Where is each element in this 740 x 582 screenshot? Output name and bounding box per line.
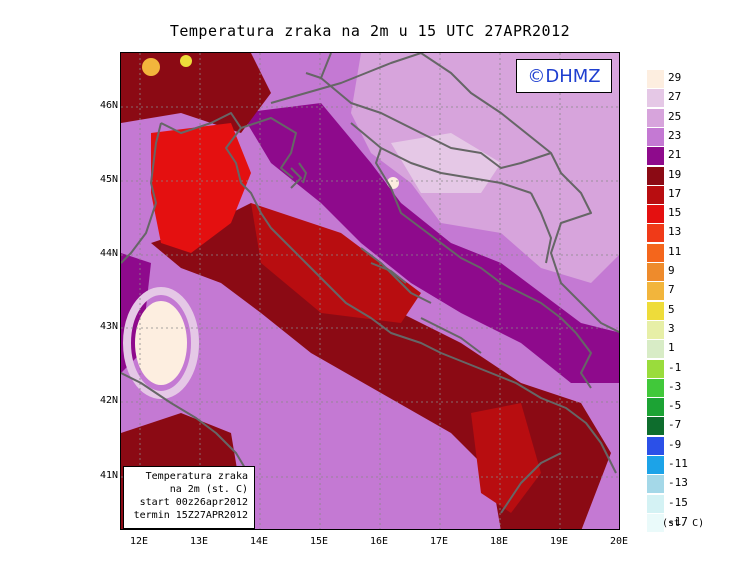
lon-label: 12E — [129, 536, 149, 547]
info-box: Temperatura zraka na 2m (st. C) start 00… — [123, 466, 255, 529]
legend-label: 3 — [668, 321, 675, 335]
legend-label: -5 — [668, 399, 682, 413]
legend-swatch — [647, 108, 664, 127]
legend-label: 17 — [668, 186, 682, 200]
lat-label: 41N — [99, 470, 118, 481]
field-zone-north-italy — [121, 53, 271, 133]
legend-swatch — [647, 513, 664, 532]
country-borders — [270, 53, 619, 389]
legend-swatch — [647, 301, 664, 320]
legend-label: -13 — [668, 476, 688, 490]
legend-label: 11 — [668, 244, 682, 258]
field-zone-central-italy — [135, 301, 187, 385]
field-zone-mid-adriatic — [251, 203, 421, 323]
temperature-map: ©DHMZ Temperatura zraka na 2m (st. C) st… — [120, 52, 620, 530]
field-zone-alpine-spot-2 — [180, 55, 192, 67]
lon-label: 15E — [309, 536, 329, 547]
legend-swatch — [647, 89, 664, 108]
legend-swatch — [647, 205, 664, 224]
field-zone-coastal-dinaric — [241, 103, 619, 383]
legend-swatch — [647, 127, 664, 146]
info-line-3: start 00z26apr2012 — [139, 497, 248, 508]
map-title: Temperatura zraka na 2m u 15 UTC 27APR20… — [169, 22, 571, 40]
legend-label: 9 — [668, 264, 675, 277]
legend-swatch — [647, 475, 664, 494]
lon-label: 19E — [549, 536, 569, 547]
legend-swatch — [647, 185, 664, 204]
legend-label: 19 — [668, 167, 682, 181]
legend-units: (st. C) — [662, 518, 705, 529]
lat-label: 44N — [99, 248, 118, 259]
lon-label: 18E — [489, 536, 509, 547]
lat-label: 45N — [99, 174, 118, 185]
legend-swatch — [647, 320, 664, 339]
legend-label: -7 — [668, 418, 682, 432]
lon-label: 13E — [189, 536, 209, 547]
lat-label: 46N — [99, 100, 118, 111]
legend-swatch — [647, 166, 664, 185]
legend-label: -15 — [668, 495, 688, 509]
legend-label: 15 — [668, 206, 682, 220]
lon-label: 20E — [609, 536, 629, 547]
legend-swatch — [647, 359, 664, 378]
legend-label: 1 — [668, 341, 675, 355]
legend-label: -9 — [668, 437, 682, 451]
legend-swatch — [647, 417, 664, 436]
legend-swatch — [647, 243, 664, 262]
info-line-4: termin 15Z27APR2012 — [133, 510, 248, 521]
legend-swatch — [647, 494, 664, 513]
coastlines — [121, 112, 617, 514]
legend-swatch — [647, 70, 664, 88]
legend-label: 5 — [668, 302, 675, 316]
info-line-1: Temperatura zraka — [145, 471, 248, 482]
field-zone-south-adriatic — [471, 403, 541, 513]
legend-label: -17 — [668, 514, 688, 528]
legend-swatch — [647, 340, 664, 359]
copyright-label: ©DHMZ — [516, 59, 612, 93]
legend-label: 27 — [668, 90, 682, 104]
legend-label: 23 — [668, 128, 682, 142]
legend-label: 29 — [668, 71, 682, 84]
legend-swatch — [647, 456, 664, 474]
field-zone-north-adriatic — [151, 123, 251, 253]
field-zone-alpine-spot — [142, 58, 160, 76]
legend-label: -1 — [668, 360, 682, 374]
lat-label: 43N — [99, 321, 118, 332]
legend-label: -11 — [668, 457, 688, 470]
info-line-2: na 2m (st. C) — [169, 484, 248, 495]
legend-swatch — [647, 282, 664, 301]
lon-label: 14E — [249, 536, 269, 547]
legend-swatch — [647, 378, 664, 397]
legend-swatch — [647, 398, 664, 417]
legend-swatch — [647, 436, 664, 455]
lon-label: 16E — [369, 536, 389, 547]
legend-swatch — [647, 147, 664, 166]
legend-label: 25 — [668, 109, 682, 123]
legend-label: 7 — [668, 283, 675, 297]
lon-label: 17E — [429, 536, 449, 547]
lat-label: 42N — [99, 395, 118, 406]
legend-label: 21 — [668, 148, 682, 162]
legend-swatch — [647, 224, 664, 243]
legend-label: 13 — [668, 225, 682, 239]
legend-swatch — [647, 263, 664, 281]
temperature-field — [121, 53, 619, 529]
legend-label: -3 — [668, 379, 682, 393]
field-zone-central-italy-ring — [123, 287, 199, 399]
